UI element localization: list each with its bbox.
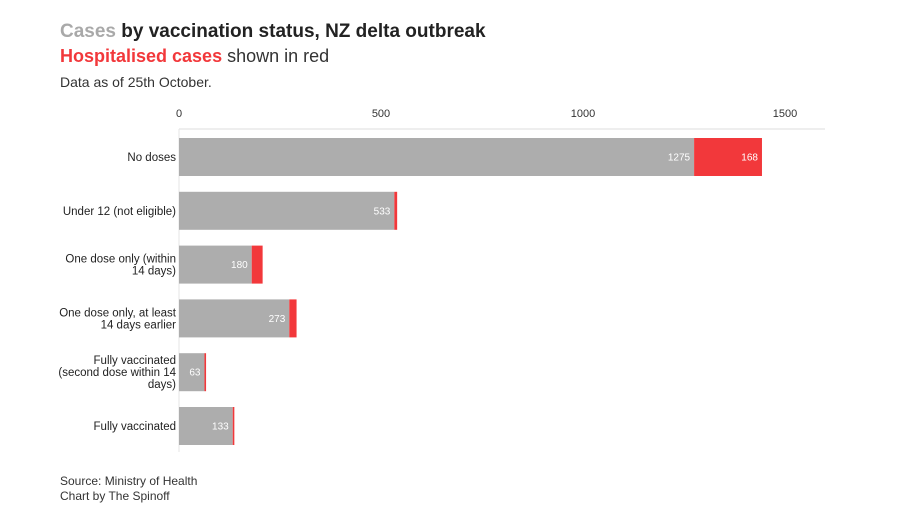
subtitle-highlight: Hospitalised cases <box>60 46 223 66</box>
category-label-line: 14 days earlier <box>101 319 177 331</box>
category-label: One dose only (within 14 days) <box>65 254 176 278</box>
bar-cases <box>179 245 252 284</box>
chart-subtitle: Hospitalised cases shown in red <box>60 44 486 68</box>
bar-hospitalised <box>251 245 263 284</box>
category-label-line: Under 12 (not eligible) <box>63 206 176 218</box>
x-tick-label: 0 <box>176 108 182 120</box>
category-label-line: days) <box>148 379 176 391</box>
data-label-cases: 1275 <box>668 153 691 164</box>
title-rest: by vaccination status, NZ delta outbreak <box>116 21 486 42</box>
category-label-line: One dose only (within <box>65 254 176 266</box>
category-label-line: One dose only, at least <box>59 307 177 319</box>
x-tick-label: 500 <box>372 108 390 120</box>
x-tick-label: 1000 <box>571 108 595 120</box>
bar-cases <box>179 191 395 230</box>
category-label: Fully vaccinated <box>94 421 176 433</box>
category-label-line: 14 days) <box>132 266 176 278</box>
data-label-cases: 273 <box>269 314 286 325</box>
data-label-cases: 63 <box>189 368 201 379</box>
bar-cases <box>179 299 290 338</box>
credit-note: Chart by The Spinoff <box>60 489 170 503</box>
data-label-cases: 533 <box>374 206 391 217</box>
bar-cases <box>179 407 233 445</box>
subtitle-rest: shown in red <box>222 46 330 66</box>
bar-hospitalised <box>232 407 235 445</box>
bar-cases <box>179 138 695 176</box>
chart-title: Cases by vaccination status, NZ delta ou… <box>60 20 486 44</box>
bar-hospitalised <box>394 191 398 230</box>
bar-hospitalised <box>204 353 207 392</box>
data-label-cases: 180 <box>231 260 248 271</box>
category-label-line: Fully vaccinated <box>94 421 176 433</box>
data-label-cases: 133 <box>212 422 229 433</box>
source-note: Source: Ministry of Health <box>60 474 198 488</box>
bar-hospitalised <box>694 138 762 176</box>
category-label: Fully vaccinated (second dose within 14 da… <box>58 355 176 391</box>
chart-footer: Source: Ministry of Health Chart by The … <box>60 474 197 504</box>
bar-cases <box>179 353 205 392</box>
chart-header: Cases by vaccination status, NZ delta ou… <box>60 20 486 90</box>
title-highlight: Cases <box>60 21 116 42</box>
category-label: One dose only, at least 14 days earlier <box>59 307 177 331</box>
category-label: No doses <box>127 152 176 164</box>
data-label-hospitalised: 168 <box>741 153 758 164</box>
category-label: Under 12 (not eligible) <box>63 206 176 218</box>
data-date-note: Data as of 25th October. <box>60 74 212 90</box>
x-tick-label: 1500 <box>773 108 797 120</box>
bar-hospitalised <box>289 299 297 338</box>
category-label-line: (second dose within 14 <box>58 367 176 379</box>
category-label-line: No doses <box>127 152 176 164</box>
category-label-line: Fully vaccinated <box>94 355 176 367</box>
